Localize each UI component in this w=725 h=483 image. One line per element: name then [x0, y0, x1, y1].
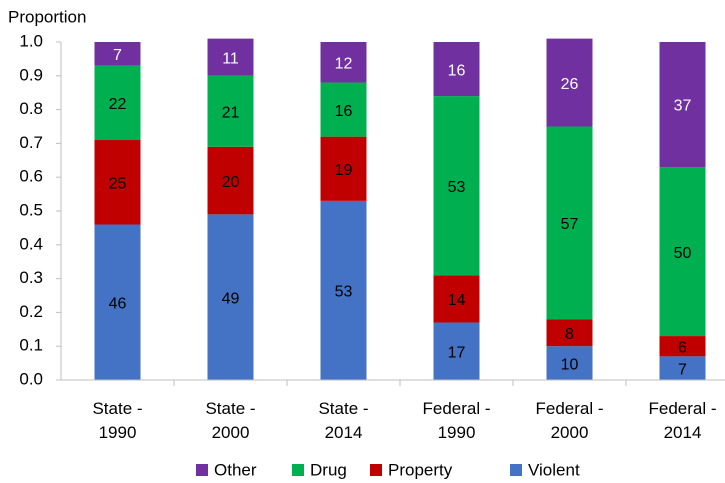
x-tick-label: State - 2000: [205, 399, 256, 442]
legend-label: Other: [214, 460, 257, 479]
bar-segment: [659, 42, 706, 168]
bar-segment: [433, 96, 480, 276]
bar-segment: [546, 319, 593, 347]
bar-segment: [433, 42, 480, 97]
y-axis-label: Proportion: [8, 7, 86, 26]
bar-segment: [207, 75, 254, 147]
y-tick-label: 0.2: [19, 302, 43, 321]
y-tick-label: 0.5: [19, 200, 43, 219]
data-label: 6: [678, 339, 687, 356]
bar-segment: [433, 322, 480, 380]
bar-segment: [94, 224, 141, 380]
legend-swatch: [292, 464, 304, 476]
bar-segment: [433, 275, 480, 323]
y-tick-label: 0.3: [19, 268, 43, 287]
y-tick-label: 0.8: [19, 99, 43, 118]
data-label: 53: [448, 179, 466, 196]
bar-segment: [207, 38, 254, 76]
bar-segment: [320, 82, 367, 137]
bar-segment: [320, 42, 367, 83]
data-label: 10: [561, 356, 579, 373]
legend-label: Violent: [528, 460, 580, 479]
x-tick-label: Federal - 1990: [422, 399, 491, 442]
bar-segment: [546, 126, 593, 320]
data-label: 22: [109, 96, 127, 113]
data-label: 46: [109, 295, 127, 312]
bar-segment: [659, 167, 706, 337]
y-tick-label: 0.4: [19, 234, 43, 253]
data-label: 37: [674, 98, 692, 115]
data-label: 16: [448, 62, 466, 79]
data-label: 7: [678, 361, 687, 378]
bar-segment: [546, 346, 593, 380]
legend-label: Property: [388, 460, 453, 479]
y-tick-label: 0.1: [19, 336, 43, 355]
data-label: 16: [335, 103, 353, 120]
data-label: 26: [561, 76, 579, 93]
bar-segment: [207, 214, 254, 380]
y-tick-label: 0.7: [19, 133, 43, 152]
y-tick-label: 1.0: [19, 31, 43, 50]
data-label: 20: [222, 174, 240, 191]
bar-segment: [94, 42, 141, 66]
bar-segment: [659, 356, 706, 380]
data-label: 57: [561, 216, 579, 233]
data-label: 19: [335, 162, 353, 179]
legend-swatch: [196, 464, 208, 476]
bar-segment: [659, 336, 706, 357]
legend-label: Drug: [310, 460, 347, 479]
y-tick-label: 0.6: [19, 167, 43, 186]
data-label: 17: [448, 344, 466, 361]
data-label: 25: [109, 175, 127, 192]
x-tick-label: State - 1990: [92, 399, 143, 442]
bar-segment: [207, 146, 254, 215]
data-label: 8: [565, 326, 574, 343]
x-tick-label: State - 2014: [318, 399, 369, 442]
legend-swatch: [510, 464, 522, 476]
data-label: 7: [113, 47, 122, 64]
data-label: 14: [448, 292, 466, 309]
data-label: 12: [335, 55, 353, 72]
x-tick-label: Federal - 2000: [535, 399, 604, 442]
y-tick-label: 0.9: [19, 65, 43, 84]
bar-segment: [320, 200, 367, 380]
data-label: 21: [222, 105, 240, 122]
y-tick-label: 0.0: [19, 369, 43, 388]
bar-segment: [94, 140, 141, 225]
data-label: 50: [674, 245, 692, 262]
bar-segment: [320, 136, 367, 201]
bar-segment: [546, 38, 593, 127]
bar-segment: [94, 65, 141, 141]
data-label: 11: [222, 50, 239, 67]
x-tick-label: Federal - 2014: [648, 399, 717, 442]
legend-swatch: [370, 464, 382, 476]
data-label: 49: [222, 290, 240, 307]
data-label: 53: [335, 284, 353, 301]
